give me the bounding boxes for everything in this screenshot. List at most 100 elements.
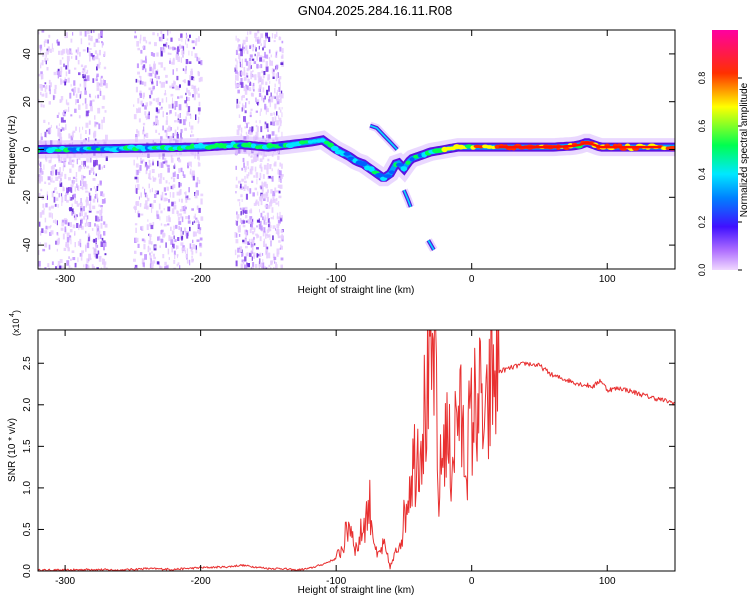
heatmap-speckle xyxy=(51,261,54,265)
heatmap-speckle xyxy=(166,186,169,191)
heatmap-speckle xyxy=(69,196,71,200)
heatmap-speckle xyxy=(71,163,75,168)
heatmap-speckle xyxy=(179,209,183,212)
heatmap-ridge-blob xyxy=(383,174,393,178)
heatmap-speckle xyxy=(276,224,280,228)
heatmap-speckle xyxy=(270,92,272,97)
heatmap-speckle xyxy=(173,235,175,239)
heatmap-speckle xyxy=(266,168,269,175)
heatmap-speckle xyxy=(72,32,74,36)
heatmap-speckle xyxy=(172,59,175,65)
heatmap-speckle xyxy=(88,203,92,209)
heatmap-speckle xyxy=(101,237,104,241)
heatmap-speckle xyxy=(173,204,177,210)
heatmap-speckle xyxy=(181,238,183,241)
heatmap-speckle xyxy=(142,129,145,135)
heatmap-speckle xyxy=(236,221,238,226)
heatmap-speckle xyxy=(166,215,168,222)
heatmap-speckle xyxy=(95,253,99,259)
heatmap-speckle xyxy=(244,180,247,184)
heatmap-speckle xyxy=(88,210,92,213)
heatmap-speckle xyxy=(150,101,153,104)
heatmap-speckle xyxy=(252,262,255,267)
heatmap-speckle xyxy=(40,62,42,65)
heatmap-speckle xyxy=(145,116,148,120)
heatmap-speckle xyxy=(191,258,194,263)
heatmap-speckle xyxy=(234,249,237,256)
heatmap-speckle xyxy=(44,230,48,234)
heatmap-speckle xyxy=(250,71,253,77)
heatmap-speckle xyxy=(260,225,263,231)
heatmap-speckle xyxy=(195,217,198,220)
heatmap-speckle xyxy=(159,107,163,110)
heatmap-speckle xyxy=(248,61,252,67)
heatmap-speckle xyxy=(164,261,167,266)
heatmap-speckle xyxy=(145,170,148,175)
heatmap-speckle xyxy=(250,166,254,171)
heatmap-speckle xyxy=(259,37,262,44)
heatmap-speckle xyxy=(253,61,257,64)
heatmap-speckle xyxy=(244,110,247,114)
colorbar-tick-label: 0.4 xyxy=(697,168,707,181)
heatmap-speckle xyxy=(79,253,83,257)
heatmap-speckle xyxy=(234,232,237,238)
heatmap-speckle xyxy=(185,39,187,45)
heatmap-speckle xyxy=(168,182,170,185)
heatmap-speckle xyxy=(175,224,178,229)
heatmap-speckle xyxy=(45,131,47,138)
heatmap-speckle xyxy=(90,167,94,171)
heatmap-speckle xyxy=(165,97,168,103)
heatmap-speckle xyxy=(260,200,263,206)
heatmap-speckle xyxy=(79,202,83,206)
heatmap-speckle xyxy=(103,245,105,251)
heatmap-speckle xyxy=(96,53,99,60)
heatmap-speckle xyxy=(279,36,281,40)
heatmap-speckle xyxy=(198,116,200,123)
heatmap-speckle xyxy=(134,250,137,254)
heatmap-speckle xyxy=(272,72,275,78)
heatmap-speckle xyxy=(255,124,258,127)
snr-panel: -300 -200 -100 0 100 0.00.51.01.52.02.5 Heig… xyxy=(7,310,676,596)
heatmap-speckle xyxy=(140,49,143,54)
heatmap-speckle xyxy=(279,76,282,80)
heatmap-speckle xyxy=(248,78,250,84)
heatmap-speckle xyxy=(174,254,176,260)
heatmap-speckle xyxy=(257,234,260,238)
heatmap-speckle xyxy=(193,220,196,224)
heatmap-speckle xyxy=(73,215,75,218)
heatmap-speckle xyxy=(64,81,67,86)
heatmap-speckle xyxy=(40,103,43,108)
heatmap-speckle xyxy=(64,195,67,201)
heatmap-speckle xyxy=(50,205,54,209)
heatmap-speckle xyxy=(264,103,267,110)
heatmap-speckle xyxy=(236,84,240,88)
heatmap-speckle xyxy=(280,244,282,250)
heatmap-speckle xyxy=(267,234,271,238)
heatmap-speckle xyxy=(155,70,159,75)
heatmap-speckle xyxy=(174,120,177,123)
heatmap-speckle xyxy=(93,162,96,168)
heatmap-speckle xyxy=(44,181,47,184)
heatmap-speckle xyxy=(260,64,263,69)
heatmap-speckle xyxy=(235,74,237,80)
heatmap-speckle xyxy=(69,222,72,228)
heatmap-speckle xyxy=(254,229,256,233)
snr-y-tick-label: 0.0 xyxy=(22,564,33,578)
heatmap-speckle xyxy=(258,178,261,181)
heatmap-speckle xyxy=(44,44,46,47)
heatmap-speckle xyxy=(241,178,244,182)
heatmap-speckle xyxy=(190,161,192,168)
heatmap-speckle xyxy=(163,43,166,47)
heatmap-speckle xyxy=(77,87,80,94)
heatmap-speckle xyxy=(43,41,46,46)
heatmap-speckle xyxy=(88,222,92,227)
heatmap-speckle xyxy=(78,72,81,76)
heatmap-speckle xyxy=(263,198,266,201)
heatmap-speckle xyxy=(269,101,271,108)
heatmap-speckle xyxy=(57,41,60,46)
heatmap-speckle xyxy=(62,165,64,172)
heatmap-speckle xyxy=(105,267,108,269)
heatmap-speckle xyxy=(154,190,158,194)
heatmap-speckle xyxy=(94,160,98,166)
heatmap-speckle xyxy=(84,98,87,104)
